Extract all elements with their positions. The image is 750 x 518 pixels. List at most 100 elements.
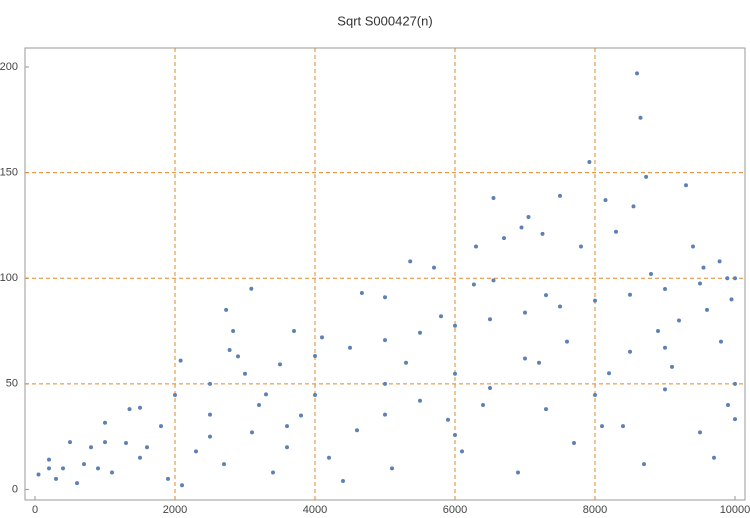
point bbox=[631, 204, 636, 209]
point bbox=[543, 407, 548, 412]
point bbox=[383, 295, 387, 300]
point bbox=[166, 476, 171, 481]
point bbox=[592, 298, 597, 303]
point bbox=[355, 428, 360, 433]
point bbox=[320, 335, 325, 340]
point bbox=[403, 360, 408, 365]
point bbox=[417, 330, 422, 335]
point bbox=[662, 345, 667, 350]
point bbox=[564, 339, 569, 344]
point bbox=[383, 381, 387, 386]
point bbox=[718, 339, 723, 344]
point bbox=[36, 472, 41, 477]
point bbox=[648, 272, 653, 276]
point bbox=[452, 323, 457, 328]
point bbox=[417, 398, 422, 403]
point bbox=[638, 115, 643, 120]
y-tick-label: 150 bbox=[0, 167, 18, 179]
point bbox=[644, 174, 649, 179]
point bbox=[557, 193, 562, 198]
point bbox=[227, 348, 232, 353]
point bbox=[173, 393, 178, 398]
point bbox=[459, 449, 464, 454]
point bbox=[250, 430, 255, 435]
point bbox=[452, 371, 457, 376]
point bbox=[138, 455, 143, 460]
point bbox=[103, 420, 108, 425]
point bbox=[471, 282, 476, 287]
point bbox=[676, 318, 681, 323]
point bbox=[690, 244, 695, 249]
point bbox=[701, 265, 706, 270]
point bbox=[613, 229, 618, 234]
y-tick-label: 100 bbox=[0, 272, 18, 284]
point bbox=[243, 371, 248, 376]
point bbox=[683, 183, 688, 188]
point bbox=[68, 440, 73, 445]
point bbox=[655, 329, 660, 334]
point bbox=[487, 386, 492, 391]
point bbox=[292, 329, 297, 334]
point bbox=[208, 434, 213, 439]
point bbox=[257, 402, 262, 407]
x-tick-label: 6000 bbox=[443, 504, 467, 516]
point bbox=[662, 387, 667, 392]
point bbox=[431, 265, 436, 270]
point bbox=[571, 440, 576, 445]
point bbox=[480, 402, 485, 407]
point bbox=[543, 293, 548, 298]
point bbox=[271, 470, 276, 475]
point bbox=[587, 160, 592, 165]
point bbox=[313, 393, 318, 398]
point bbox=[634, 71, 639, 76]
point bbox=[408, 259, 413, 264]
point bbox=[606, 371, 611, 376]
point bbox=[54, 476, 59, 481]
point bbox=[224, 307, 229, 312]
point bbox=[327, 455, 332, 460]
point bbox=[138, 405, 143, 410]
point bbox=[249, 286, 254, 291]
point bbox=[264, 392, 269, 397]
point bbox=[110, 470, 115, 475]
point bbox=[729, 297, 734, 302]
point bbox=[285, 445, 290, 450]
point bbox=[669, 364, 674, 369]
point bbox=[641, 462, 646, 467]
x-tick-label: 4000 bbox=[303, 504, 327, 516]
point bbox=[285, 424, 290, 429]
point bbox=[145, 445, 150, 450]
point bbox=[208, 412, 213, 417]
point bbox=[299, 413, 304, 418]
point bbox=[620, 424, 625, 429]
point bbox=[236, 354, 241, 359]
point bbox=[697, 281, 702, 286]
y-tick-label: 200 bbox=[0, 61, 18, 73]
point bbox=[627, 349, 632, 354]
point bbox=[438, 314, 443, 319]
point bbox=[732, 417, 737, 422]
point bbox=[341, 478, 346, 483]
point bbox=[526, 214, 531, 219]
point bbox=[603, 198, 608, 203]
point bbox=[515, 470, 520, 475]
point bbox=[445, 417, 450, 422]
point bbox=[47, 466, 52, 471]
point bbox=[89, 445, 94, 450]
point bbox=[231, 329, 236, 334]
x-tick-label: 10000 bbox=[720, 504, 750, 516]
point bbox=[491, 195, 496, 200]
point bbox=[222, 462, 227, 467]
point bbox=[522, 310, 527, 315]
point bbox=[592, 393, 597, 398]
chart-title: Sqrt S000427(n) bbox=[337, 13, 432, 28]
y-tick-label: 0 bbox=[12, 483, 18, 495]
point bbox=[697, 430, 702, 435]
point bbox=[662, 286, 667, 291]
point bbox=[578, 244, 583, 249]
point bbox=[732, 276, 737, 281]
point bbox=[103, 440, 108, 445]
point bbox=[717, 259, 722, 264]
x-tick-label: 2000 bbox=[163, 504, 187, 516]
